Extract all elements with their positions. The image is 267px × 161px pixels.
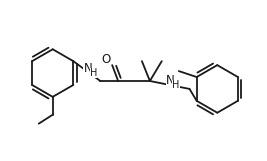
- Text: H: H: [89, 68, 97, 78]
- Text: N: N: [166, 74, 175, 86]
- Text: H: H: [172, 80, 180, 90]
- Text: N: N: [83, 62, 92, 75]
- Text: O: O: [102, 53, 111, 66]
